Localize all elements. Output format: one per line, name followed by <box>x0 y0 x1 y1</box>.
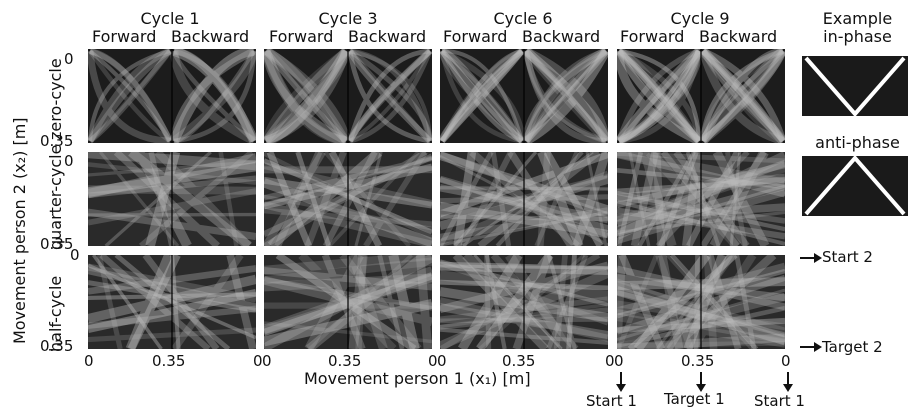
start2-arrow-icon <box>800 253 822 263</box>
subheader-forward-1: Forward <box>92 27 157 46</box>
x-tick-c6-035: 0.35 <box>502 352 536 370</box>
target1-arrow-icon <box>696 372 706 392</box>
heatmap-panel-r2-c1 <box>88 152 256 246</box>
start1-label: Start 1 <box>586 392 637 410</box>
heatmap-panel-r3-c2 <box>264 255 432 349</box>
start1-arrow-icon <box>616 372 626 392</box>
heatmap-panel-r2-c3 <box>440 152 608 246</box>
start2-label: Start 2 <box>822 248 873 266</box>
subheader-backward-3: Backward <box>348 27 427 46</box>
y-axis-label: Movement person 2 (x₂) [m] <box>10 117 29 344</box>
col-header-cycle-3: Cycle 3 <box>318 9 378 28</box>
y-tick-row3-bottom: 0.35 <box>40 337 74 355</box>
x-tick-c3-035: 0.35 <box>328 352 362 370</box>
heatmap-panel-r2-c4 <box>617 152 785 246</box>
x-tick-c3-end: 0 <box>428 352 438 370</box>
x-tick-c9-035: 0.35 <box>681 352 715 370</box>
x-tick-c9-0: 0 <box>614 352 624 370</box>
heatmap-panel-r1-c4 <box>617 49 785 143</box>
x-tick-c1-035: 0.35 <box>152 352 186 370</box>
y-tick-row2-bottom: 0.35 <box>40 235 74 253</box>
heatmap-panel-r1-c3 <box>440 49 608 143</box>
subheader-forward-6: Forward <box>443 27 508 46</box>
col-header-cycle-6: Cycle 6 <box>493 9 553 28</box>
row-label-quarter-cycle: quarter-cycle <box>46 144 65 250</box>
x-tick-c6-0: 0 <box>437 352 447 370</box>
x-tick-c9-end: 0 <box>781 352 791 370</box>
example-anti-phase-panel <box>802 156 908 216</box>
heatmap-panel-r1-c2 <box>264 49 432 143</box>
x-axis-label: Movement person 1 (x₁) [m] <box>304 369 531 388</box>
subheader-forward-3: Forward <box>269 27 334 46</box>
col-header-cycle-9: Cycle 9 <box>670 9 730 28</box>
in-phase-v-shape <box>804 56 906 116</box>
x-tick-c6-end: 0 <box>605 352 615 370</box>
x-tick-c1-0: 0 <box>84 352 94 370</box>
target2-label: Target 2 <box>822 338 883 356</box>
subheader-backward-6: Backward <box>522 27 601 46</box>
heatmap-panel-r3-c1 <box>88 255 256 349</box>
heatmap-panel-r2-c2 <box>264 152 432 246</box>
y-tick-row1-bottom: 0.35 <box>40 132 74 150</box>
y-tick-row2-top: 0 <box>64 152 74 170</box>
heatmap-panel-r1-c1 <box>88 49 256 143</box>
heatmap-panel-r3-c3 <box>440 255 608 349</box>
col-header-cycle-1: Cycle 1 <box>140 9 200 28</box>
subheader-forward-9: Forward <box>620 27 685 46</box>
anti-phase-caret-shape <box>804 156 906 216</box>
example-title: Example <box>822 9 893 28</box>
example-in-phase-panel <box>802 56 908 116</box>
row-label-half-cycle: half-cycle <box>46 275 65 352</box>
x-tick-c3-0: 0 <box>262 352 272 370</box>
target1-label: Target 1 <box>664 390 725 408</box>
example-in-phase-label: in-phase <box>823 27 892 46</box>
y-tick-row3-top: 0 <box>70 246 80 264</box>
subheader-backward-9: Backward <box>699 27 778 46</box>
heatmap-panel-r3-c4 <box>617 255 785 349</box>
row-label-zero-cycle: zero-cycle <box>46 58 65 140</box>
start1b-label: Start 1 <box>754 392 805 410</box>
example-anti-phase-label: anti-phase <box>815 133 900 152</box>
target2-arrow-icon <box>800 342 822 352</box>
subheader-backward-1: Backward <box>171 27 250 46</box>
y-tick-row1-top: 0 <box>64 50 74 68</box>
start1b-arrow-icon <box>783 372 793 392</box>
x-tick-c1-end: 0 <box>253 352 263 370</box>
